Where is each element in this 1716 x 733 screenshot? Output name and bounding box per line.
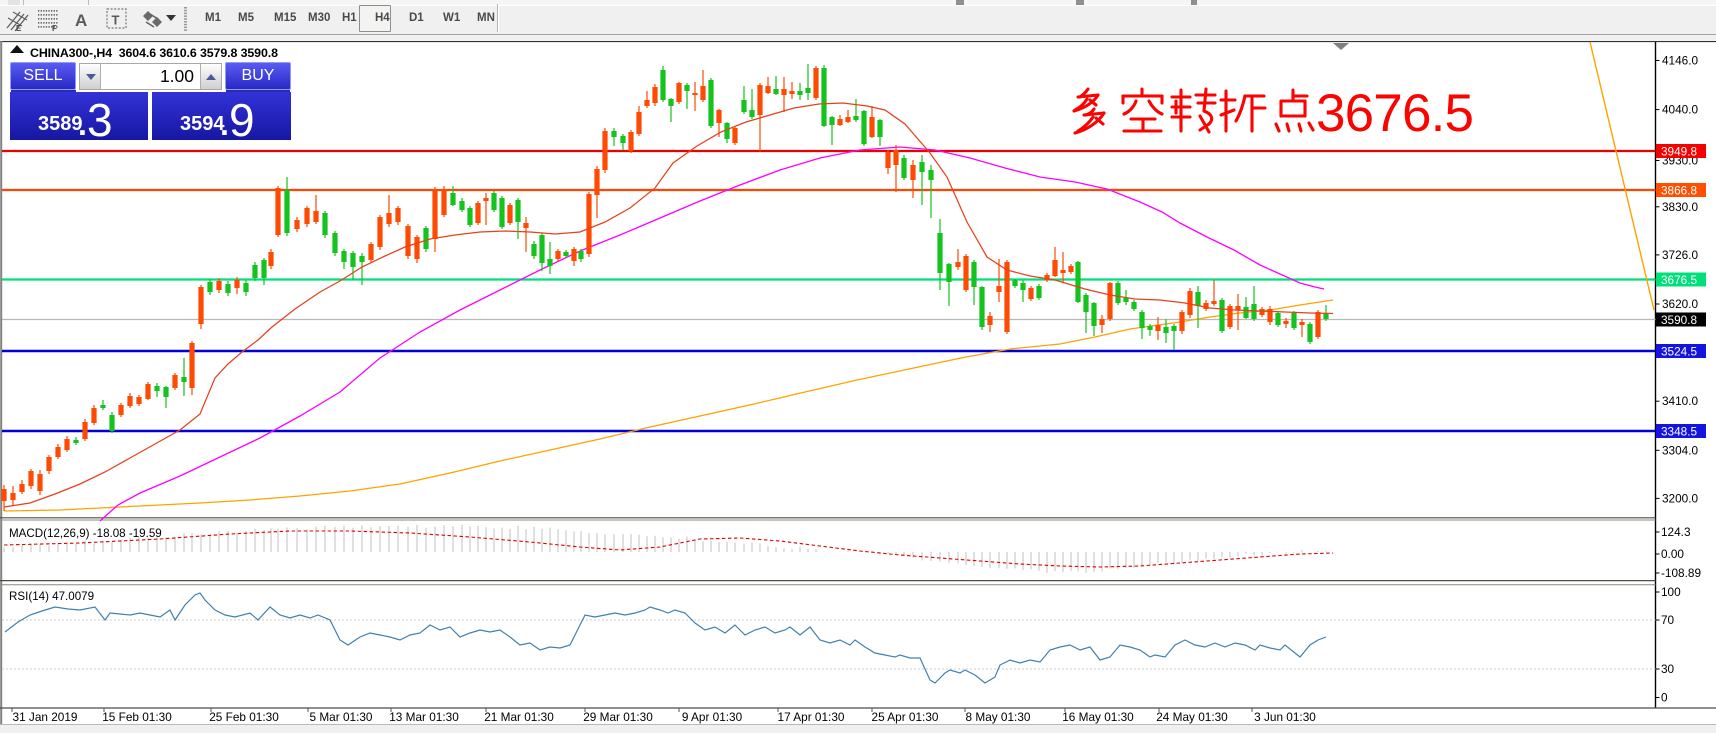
svg-text:25 Feb 01:30: 25 Feb 01:30 bbox=[209, 710, 279, 724]
svg-text:3590.8: 3590.8 bbox=[1661, 313, 1698, 327]
svg-text:24 May 01:30: 24 May 01:30 bbox=[1156, 710, 1228, 724]
svg-text:E: E bbox=[16, 24, 22, 33]
svg-text:21 Mar 01:30: 21 Mar 01:30 bbox=[484, 710, 554, 724]
svg-text:9 Apr 01:30: 9 Apr 01:30 bbox=[682, 710, 743, 724]
svg-text:29 Mar 01:30: 29 Mar 01:30 bbox=[583, 710, 653, 724]
svg-text:4040.0: 4040.0 bbox=[1662, 103, 1699, 117]
svg-text:100: 100 bbox=[1661, 585, 1681, 599]
svg-text:15 Feb 01:30: 15 Feb 01:30 bbox=[102, 710, 172, 724]
svg-text:31 Jan 2019: 31 Jan 2019 bbox=[13, 710, 78, 724]
svg-text:3524.5: 3524.5 bbox=[1661, 345, 1698, 359]
svg-text:3676.5: 3676.5 bbox=[1661, 273, 1698, 287]
svg-text:3200.0: 3200.0 bbox=[1662, 491, 1699, 505]
svg-text:70: 70 bbox=[1661, 613, 1675, 627]
svg-text:RSI(14) 47.0079: RSI(14) 47.0079 bbox=[9, 590, 94, 603]
svg-text:A: A bbox=[75, 11, 87, 30]
svg-text:17 Apr 01:30: 17 Apr 01:30 bbox=[778, 710, 845, 724]
svg-text:0.00: 0.00 bbox=[1661, 547, 1684, 561]
svg-text:8 May 01:30: 8 May 01:30 bbox=[966, 710, 1031, 724]
svg-text:124.3: 124.3 bbox=[1661, 525, 1691, 539]
svg-text:3676.5: 3676.5 bbox=[1316, 84, 1474, 143]
svg-text:0: 0 bbox=[1661, 691, 1668, 705]
svg-text:4146.0: 4146.0 bbox=[1662, 54, 1699, 68]
svg-text:3620.0: 3620.0 bbox=[1662, 297, 1699, 311]
svg-text:T: T bbox=[112, 13, 120, 28]
svg-text:-108.89: -108.89 bbox=[1661, 566, 1701, 580]
svg-text:F: F bbox=[52, 24, 57, 33]
svg-text:3348.5: 3348.5 bbox=[1661, 425, 1698, 439]
svg-text:3410.0: 3410.0 bbox=[1662, 394, 1699, 408]
svg-text:16 May 01:30: 16 May 01:30 bbox=[1062, 710, 1134, 724]
svg-text:3304.0: 3304.0 bbox=[1662, 443, 1699, 457]
svg-text:5 Mar 01:30: 5 Mar 01:30 bbox=[310, 710, 373, 724]
svg-text:MACD(12,26,9) -18.08 -19.59: MACD(12,26,9) -18.08 -19.59 bbox=[9, 527, 162, 540]
svg-text:3726.0: 3726.0 bbox=[1662, 248, 1699, 262]
svg-text:30: 30 bbox=[1661, 662, 1675, 676]
svg-text:13 Mar 01:30: 13 Mar 01:30 bbox=[389, 710, 459, 724]
svg-text:CHINA300-,H4 3604.6 3610.6 35: CHINA300-,H4 3604.6 3610.6 3579.8 3590.8 bbox=[30, 46, 278, 60]
svg-text:3866.8: 3866.8 bbox=[1661, 184, 1698, 198]
svg-text:3830.0: 3830.0 bbox=[1662, 200, 1699, 214]
svg-text:3949.8: 3949.8 bbox=[1661, 145, 1698, 159]
svg-text:3 Jun 01:30: 3 Jun 01:30 bbox=[1254, 710, 1316, 724]
svg-text:25 Apr 01:30: 25 Apr 01:30 bbox=[872, 710, 939, 724]
